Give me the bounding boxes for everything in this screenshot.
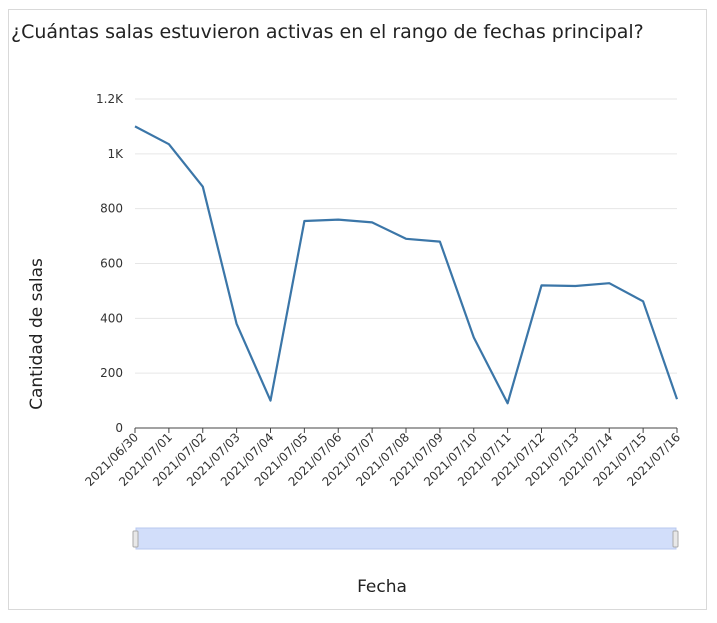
y-axis-label: Cantidad de salas	[27, 258, 47, 410]
x-axis-label: Fecha	[357, 577, 407, 597]
y-tick-label: 1.2K	[96, 92, 124, 106]
y-tick-label: 0	[115, 421, 123, 435]
range-slider-right-handle[interactable]	[672, 530, 679, 548]
y-tick-label: 200	[100, 366, 123, 380]
y-tick-label: 400	[100, 311, 123, 325]
y-tick-label: 600	[100, 257, 123, 271]
gridlines	[135, 98, 677, 374]
chart-card	[8, 9, 707, 610]
x-axis: 2021/06/302021/07/012021/07/022021/07/03…	[82, 428, 683, 489]
y-tick-label: 800	[100, 202, 123, 216]
y-axis: 0 200 400 600 800 1K 1.2K	[96, 92, 124, 435]
range-slider[interactable]	[132, 527, 679, 550]
range-slider-left-handle[interactable]	[132, 530, 139, 548]
series-line	[134, 125, 679, 405]
y-tick-label: 1K	[107, 147, 124, 161]
chart-title: ¿Cuántas salas estuvieron activas en el …	[11, 21, 644, 43]
range-slider-track[interactable]	[135, 527, 677, 550]
